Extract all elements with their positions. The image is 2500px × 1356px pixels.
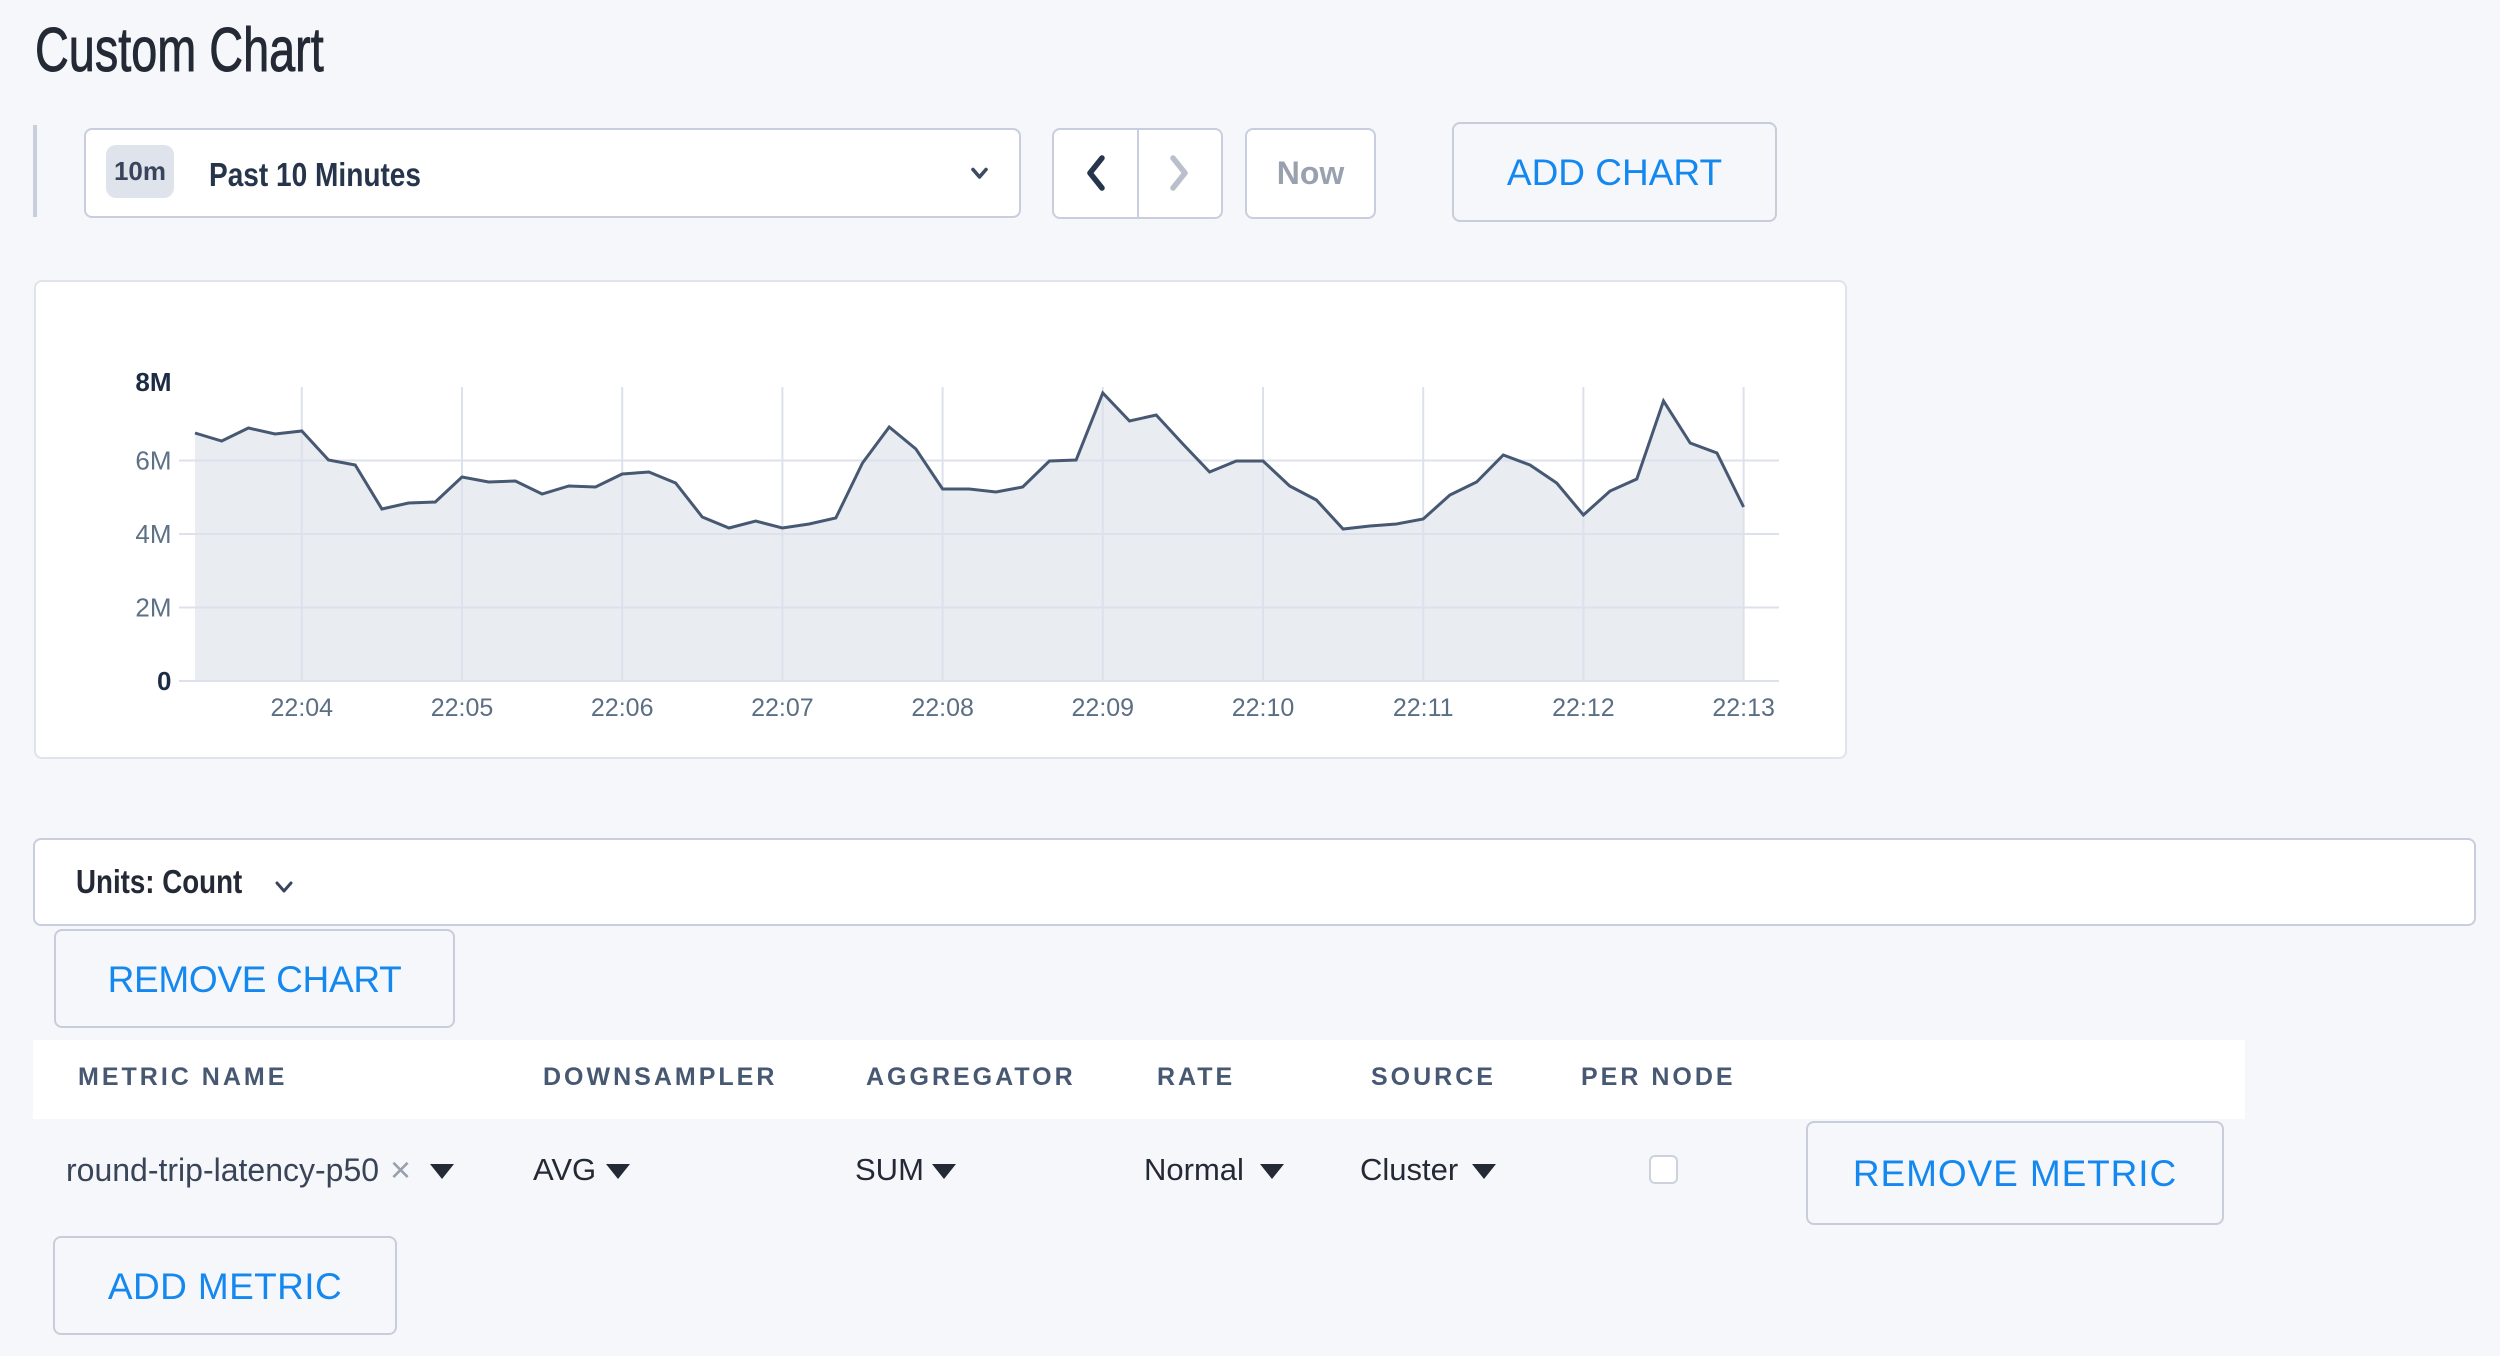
svg-text:22:09: 22:09 [1072, 694, 1135, 722]
svg-text:8M: 8M [135, 367, 171, 397]
svg-text:22:04: 22:04 [271, 694, 334, 722]
svg-text:6M: 6M [135, 446, 171, 476]
svg-text:0: 0 [157, 666, 171, 696]
svg-text:4M: 4M [135, 519, 171, 549]
svg-text:22:08: 22:08 [911, 694, 974, 722]
svg-text:22:06: 22:06 [591, 694, 654, 722]
svg-text:22:12: 22:12 [1552, 694, 1615, 722]
svg-text:2M: 2M [135, 593, 171, 623]
svg-text:22:05: 22:05 [431, 694, 494, 722]
svg-text:22:07: 22:07 [751, 694, 814, 722]
svg-text:22:11: 22:11 [1393, 694, 1454, 722]
svg-text:22:13: 22:13 [1712, 694, 1775, 722]
svg-text:22:10: 22:10 [1232, 694, 1295, 722]
